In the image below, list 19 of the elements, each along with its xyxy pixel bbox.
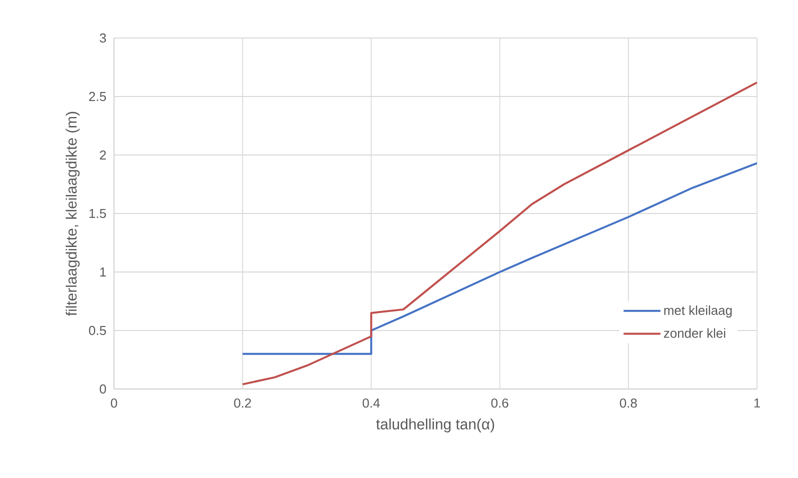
y-tick-label: 2.5 <box>89 92 106 102</box>
y-tick-label: 1.5 <box>89 208 106 218</box>
line-series <box>242 81 758 386</box>
x-tick-label: 0.6 <box>491 398 508 408</box>
line-series <box>242 162 758 355</box>
x-tick-label: 0.4 <box>362 398 380 408</box>
legend-label: met kleilaag <box>664 305 732 318</box>
legend-label: zonder klei <box>664 328 726 338</box>
y-tick-label: 3 <box>100 33 106 43</box>
x-tick-label: 0 <box>110 398 118 408</box>
y-tick-label: 0.5 <box>88 326 106 336</box>
x-tick-label: 1 <box>754 398 760 408</box>
y-tick-label: 1 <box>100 268 106 276</box>
y-tick-label: 2 <box>100 150 106 160</box>
x-tick-label: 0.2 <box>234 398 251 408</box>
y-axis-title: filterlaagdikte, kleilaagdikte (m) <box>66 112 80 316</box>
x-tick-label: 0.8 <box>620 398 637 408</box>
y-tick-label: 0 <box>100 384 106 394</box>
x-axis-title: taludhelling tan(α) <box>376 418 494 432</box>
